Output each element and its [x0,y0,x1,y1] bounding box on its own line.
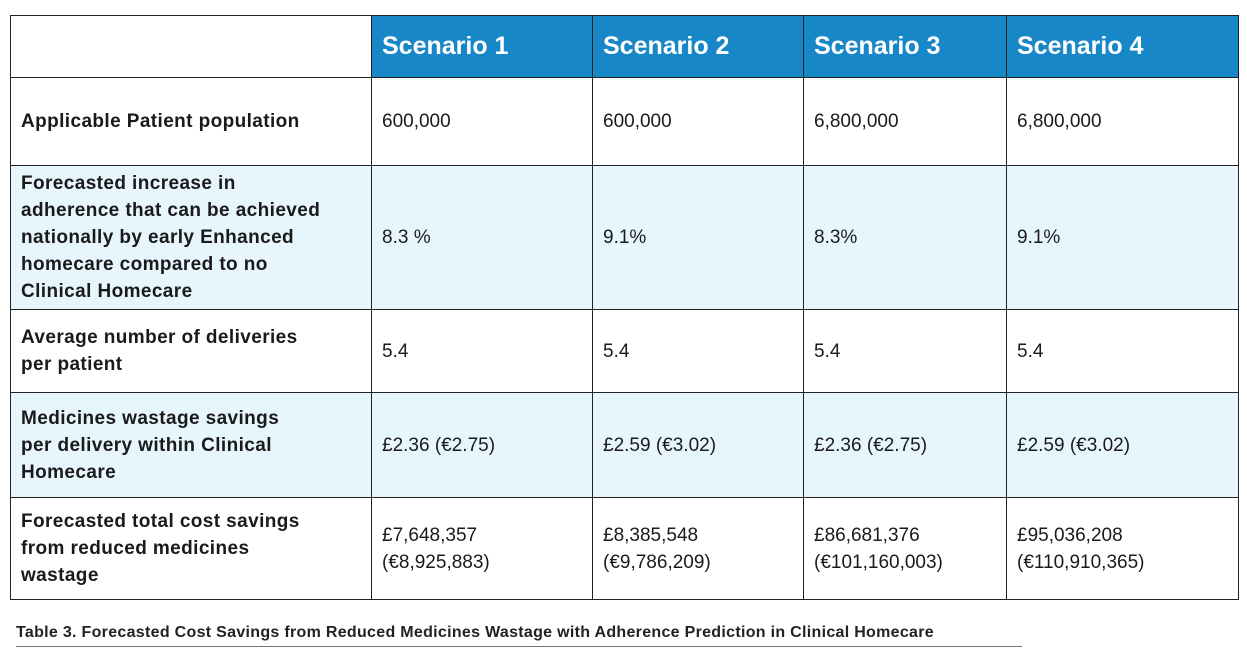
cell: 5.4 [803,309,1007,393]
cell: 9.1% [592,165,804,310]
header-scenario-4: Scenario 4 [1006,15,1239,78]
cell: £86,681,376 (€101,160,003) [803,497,1007,600]
table-row: Forecasted increase in adherence that ca… [10,165,1239,310]
row-label: Average number of deliveries per patient [10,309,372,393]
cell: £95,036,208 (€110,910,365) [1006,497,1239,600]
cell: 8.3 % [371,165,593,310]
cell: £2.59 (€3.02) [1006,392,1239,498]
cell: £2.36 (€2.75) [803,392,1007,498]
cell: 600,000 [592,77,804,166]
table-row: Average number of deliveries per patient… [10,309,1239,393]
cell: £2.36 (€2.75) [371,392,593,498]
cell: 5.4 [1006,309,1239,393]
cell: £8,385,548 (€9,786,209) [592,497,804,600]
cell: 8.3% [803,165,1007,310]
row-label: Forecasted increase in adherence that ca… [10,165,372,310]
cell: 5.4 [371,309,593,393]
header-scenario-1: Scenario 1 [371,15,593,78]
table-row: Medicines wastage savings per delivery w… [10,392,1239,498]
table-row: Forecasted total cost savings from reduc… [10,497,1239,600]
cell: 600,000 [371,77,593,166]
row-label: Medicines wastage savings per delivery w… [10,392,372,498]
cell: 6,800,000 [1006,77,1239,166]
header-row: Scenario 1 Scenario 2 Scenario 3 Scenari… [10,15,1239,78]
header-blank [10,15,372,78]
header-scenario-3: Scenario 3 [803,15,1007,78]
cell: 6,800,000 [803,77,1007,166]
header-scenario-2: Scenario 2 [592,15,804,78]
cell: £2.59 (€3.02) [592,392,804,498]
table-row: Applicable Patient population 600,000 60… [10,77,1239,166]
cell: 9.1% [1006,165,1239,310]
cell: 5.4 [592,309,804,393]
row-label: Forecasted total cost savings from reduc… [10,497,372,600]
table-caption: Table 3. Forecasted Cost Savings from Re… [16,624,1022,647]
cell: £7,648,357 (€8,925,883) [371,497,593,600]
row-label: Applicable Patient population [10,77,372,166]
cost-savings-table: Scenario 1 Scenario 2 Scenario 3 Scenari… [10,15,1239,600]
